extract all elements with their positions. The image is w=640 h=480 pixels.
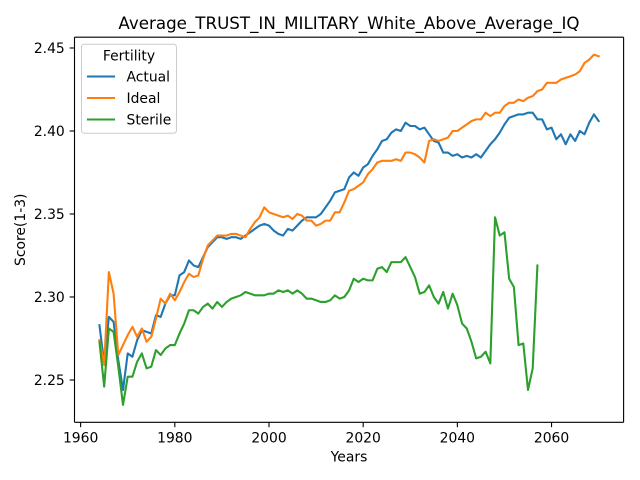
x-tick-label: 2060: [534, 431, 569, 447]
x-tick-label: 1980: [157, 431, 192, 447]
x-tick-label: 2040: [440, 431, 475, 447]
legend-entry-ideal: Ideal: [86, 91, 161, 107]
x-axis-ticks: 1960 1980 2000 2020 2040 2060: [63, 422, 569, 447]
y-axis-label: Score(1-3): [13, 194, 29, 266]
x-tick-label: 1960: [63, 431, 98, 447]
y-tick-label: 2.40: [34, 124, 65, 140]
series-layer: [98, 53, 601, 406]
y-tick-label: 2.25: [34, 373, 65, 389]
chart-title: Average_TRUST_IN_MILITARY_White_Above_Av…: [118, 13, 579, 34]
series-line-sterile: [98, 216, 539, 406]
legend: Fertility Actual Ideal Sterile: [81, 43, 177, 134]
legend-entries: Actual Ideal Sterile: [86, 70, 172, 129]
y-tick-label: 2.45: [34, 41, 65, 57]
x-tick-label: 2000: [251, 431, 286, 447]
x-axis-label: Years: [330, 450, 368, 466]
legend-label: Actual: [127, 70, 171, 86]
y-axis-ticks: 2.25 2.30 2.35 2.40 2.45: [34, 41, 75, 389]
legend-entry-sterile: Sterile: [86, 113, 172, 129]
series-line-actual: [98, 111, 601, 391]
legend-label: Ideal: [127, 91, 161, 107]
axes-spines: [73, 36, 625, 423]
x-tick-label: 2020: [345, 431, 380, 447]
legend-label: Sterile: [127, 113, 172, 129]
y-tick-label: 2.35: [34, 207, 65, 223]
series-line-ideal: [98, 53, 600, 367]
y-tick-label: 2.30: [34, 290, 65, 306]
legend-frame: [81, 43, 177, 134]
legend-title: Fertility: [103, 49, 155, 65]
legend-entry-actual: Actual: [86, 70, 171, 86]
